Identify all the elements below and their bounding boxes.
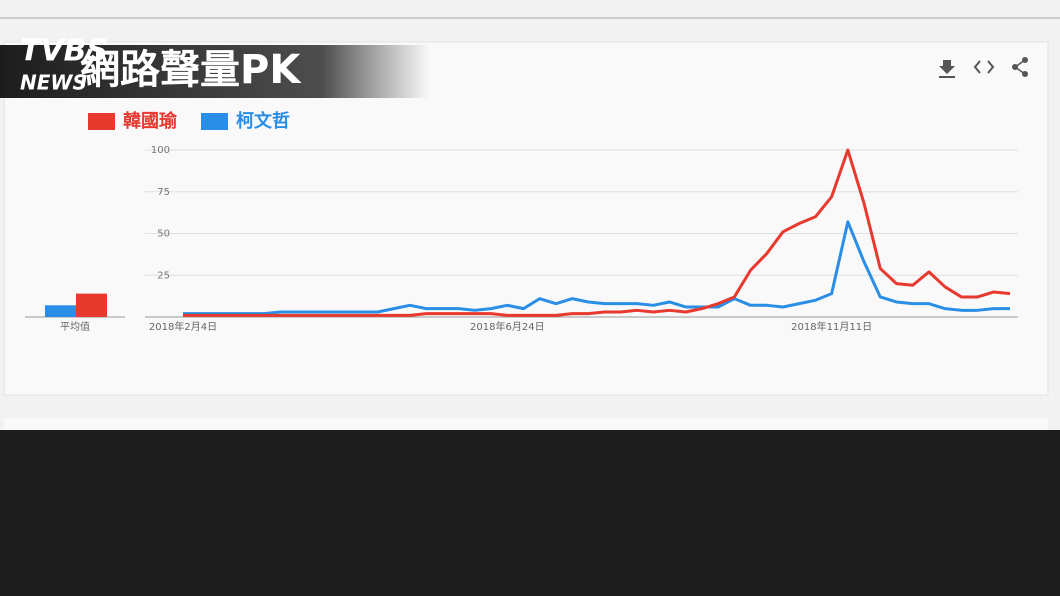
x-tick-label: 2018年6月24日	[470, 320, 545, 333]
average-bar	[45, 305, 76, 317]
y-tick-label: 50	[157, 229, 170, 240]
chart-card	[3, 41, 1049, 396]
y-tick-label: 100	[151, 145, 170, 156]
toolbar	[939, 57, 1028, 78]
series-line	[183, 220, 1010, 316]
x-tick-label: 2018年11月11日	[791, 320, 872, 333]
banner-title: 網路聲量PK	[80, 47, 302, 93]
logo-sub: NEWS	[20, 71, 87, 95]
download-icon[interactable]	[939, 60, 955, 78]
legend-swatch	[201, 113, 228, 130]
average-label: 平均值	[60, 320, 90, 333]
series-line	[183, 148, 1011, 317]
embed-icon[interactable]	[973, 60, 995, 74]
logo: TVBS	[20, 34, 108, 69]
dark-area	[0, 430, 1060, 596]
legend-swatch	[88, 113, 115, 130]
banner	[0, 45, 430, 98]
x-tick-label: 2018年2月4日	[149, 320, 217, 333]
legend-label: 柯文哲	[236, 110, 290, 132]
y-tick-label: 25	[157, 270, 170, 281]
share-icon[interactable]	[1012, 57, 1028, 77]
y-tick-label: 75	[157, 187, 170, 198]
legend-label: 韓國瑜	[123, 110, 178, 132]
average-bar	[76, 293, 107, 317]
